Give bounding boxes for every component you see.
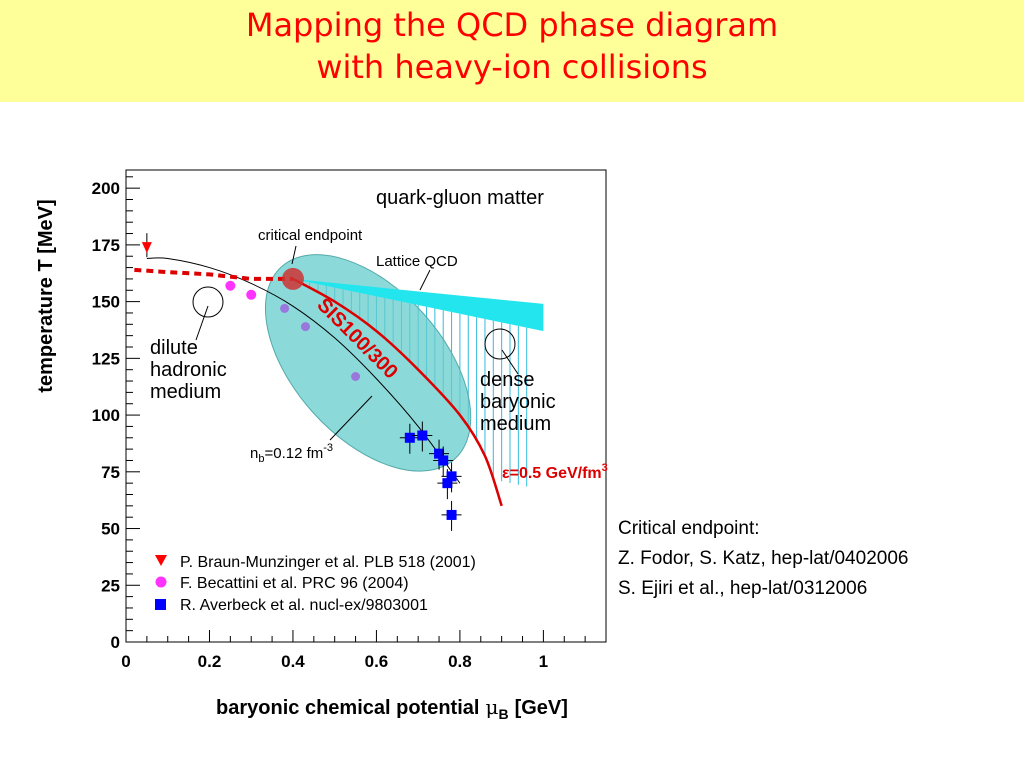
axes: 0 0.2 0.4 0.6 0.8 1 0 25 50 75 100 125 150 175 200	[92, 176, 586, 671]
lattice-qcd-label: Lattice QCD	[376, 253, 458, 270]
x-axis-label-main: baryonic chemical potential	[216, 697, 479, 719]
y-tick-label: 150	[92, 293, 120, 312]
critical-endpoint-label: critical endpoint	[258, 227, 363, 244]
slide-title-line-2: with heavy-ion collisions	[316, 48, 708, 86]
dense-medium-label: dense baryonic medium	[480, 369, 561, 435]
legend-label-braun-munzinger: P. Braun-Munzinger et al. PLB 518 (2001)	[180, 554, 476, 571]
x-axis-label-mu: μ	[485, 695, 498, 719]
averbeck-point	[417, 430, 428, 441]
legend-marker-becattini	[155, 576, 167, 588]
y-tick-label: 50	[101, 520, 120, 539]
averbeck-point	[446, 471, 457, 482]
y-tick-label: 200	[92, 179, 120, 198]
x-axis-label-sub: B	[498, 706, 508, 722]
dense-circle-marker	[484, 328, 516, 360]
y-tick-label: 75	[101, 463, 120, 482]
averbeck-point	[446, 509, 457, 520]
critical-endpoint-pointer	[291, 245, 297, 265]
y-tick-label: 0	[111, 633, 120, 652]
reference-fodor-katz: Z. Fodor, S. Katz, hep-lat/0402006	[618, 548, 909, 569]
dense-line-3: medium	[480, 413, 551, 435]
qgm-label: quark-gluon matter	[376, 187, 544, 209]
dilute-line-2: hadronic	[150, 359, 227, 381]
extra-point	[280, 303, 290, 313]
nb-label: nb=0.12 fm-3	[250, 442, 333, 465]
y-axis-label: temperature T [MeV]	[35, 199, 57, 392]
legend-marker-averbeck	[155, 599, 166, 610]
x-tick-label: 0.8	[448, 652, 472, 671]
x-tick-label: 0.2	[198, 652, 222, 671]
lattice-qcd-pointer	[419, 269, 431, 291]
lattice-dashed-line	[134, 267, 293, 281]
averbeck-point	[442, 478, 453, 489]
y-tick-label: 100	[92, 406, 120, 425]
nb-main: n	[250, 445, 258, 462]
epsilon-sup: 3	[602, 462, 608, 474]
critical-endpoint-references: Critical endpoint: Z. Fodor, S. Katz, he…	[618, 514, 908, 604]
x-tick-label: 0.6	[365, 652, 389, 671]
data-points	[141, 233, 462, 531]
nb-pointer	[329, 395, 373, 441]
nb-rest: =0.12 fm	[264, 445, 323, 462]
averbeck-point	[434, 448, 445, 459]
x-tick-label: 1	[539, 652, 548, 671]
dilute-line-1: dilute	[150, 337, 198, 359]
nb-sup: -3	[323, 442, 333, 454]
slide-title-line-1: Mapping the QCD phase diagram	[245, 6, 779, 44]
extra-point	[351, 372, 361, 381]
epsilon-main: ε=0.5 GeV/fm	[502, 465, 602, 482]
averbeck-point	[404, 432, 415, 443]
dense-line-2: baryonic	[480, 391, 556, 413]
reference-ejiri: S. Ejiri et al., hep-lat/0312006	[618, 578, 868, 599]
legend-label-becattini: F. Becattini et al. PRC 96 (2004)	[180, 575, 409, 592]
x-axis-label-unit: [GeV]	[515, 697, 568, 719]
y-tick-label: 125	[92, 349, 120, 368]
lattice-band-polygon	[292, 278, 544, 332]
lattice-band	[292, 278, 544, 332]
braun-munzinger-point	[141, 242, 152, 254]
legend: P. Braun-Munzinger et al. PLB 518 (2001)…	[155, 554, 476, 614]
freezeout-curve	[146, 257, 461, 484]
dilute-circle-marker	[192, 286, 224, 318]
dilute-pointer	[195, 305, 209, 341]
dilute-medium-label: dilute hadronic medium	[150, 337, 232, 403]
curves	[134, 257, 503, 507]
legend-label-averbeck: R. Averbeck et al. nucl-ex/9803001	[180, 597, 428, 614]
dense-pointer	[501, 349, 519, 375]
critical-endpoint-marker	[281, 267, 304, 290]
becattini-point	[246, 289, 257, 300]
title-band: Mapping the QCD phase diagram with heavy…	[0, 0, 1024, 102]
extra-point	[300, 322, 310, 332]
dilute-line-3: medium	[150, 381, 221, 403]
references-heading: Critical endpoint:	[618, 518, 760, 539]
x-tick-label: 0	[121, 652, 130, 671]
epsilon-label: ε=0.5 GeV/fm3	[502, 462, 608, 482]
sis-region	[264, 254, 472, 472]
plot-frame	[125, 169, 607, 643]
y-tick-label: 175	[92, 236, 120, 255]
dense-line-1: dense	[480, 369, 535, 391]
nb-sub: b	[258, 453, 264, 465]
averbeck-point	[438, 455, 449, 466]
y-tick-label: 25	[101, 576, 120, 595]
epsilon-curve	[292, 277, 503, 507]
x-axis-label: baryonic chemical potential μB [GeV]	[216, 695, 568, 722]
sis-ellipse	[264, 254, 472, 472]
legend-marker-braun-munzinger	[155, 555, 167, 566]
x-tick-label: 0.4	[281, 652, 305, 671]
becattini-point	[225, 280, 236, 291]
